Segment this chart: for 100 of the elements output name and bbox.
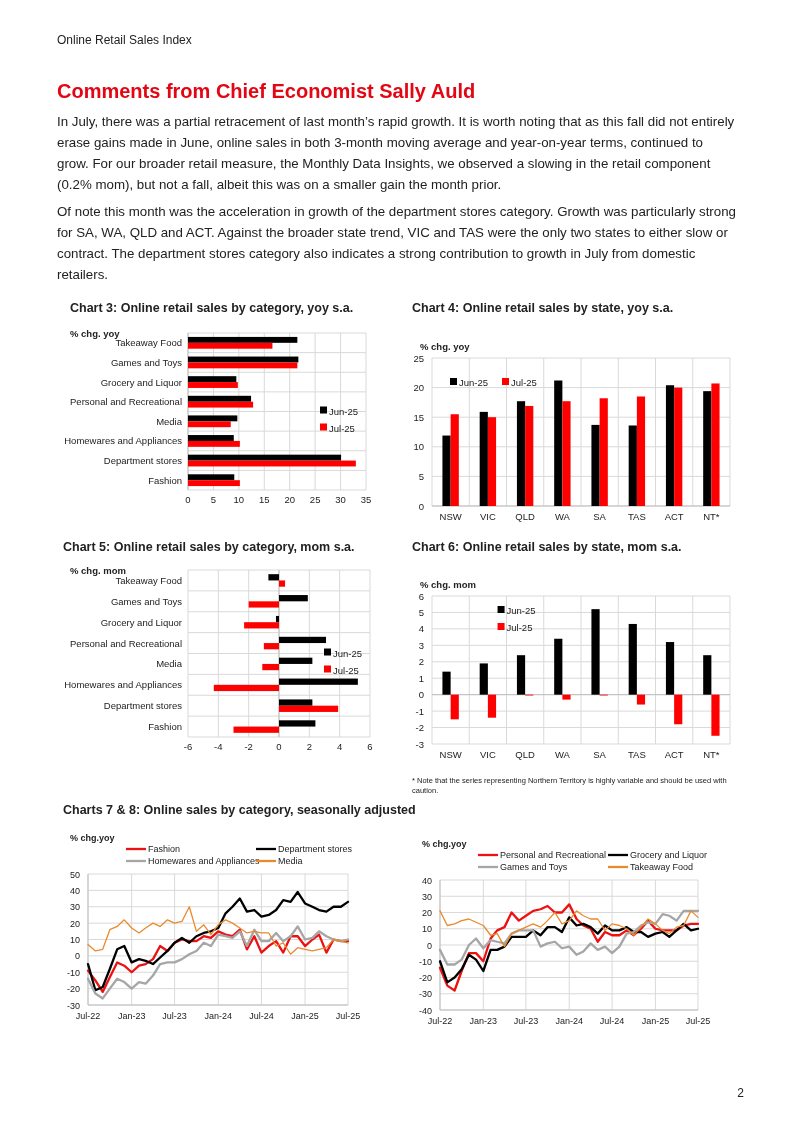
bar (674, 387, 683, 506)
bar (516, 655, 526, 695)
x-tick-label: NSW (439, 749, 462, 760)
y-tick-label: Grocery and Liquor (100, 376, 182, 388)
x-tick-label: Jan-23 (469, 1016, 498, 1026)
x-tick-label: TAS (627, 749, 646, 760)
bar (279, 720, 316, 727)
legend-label: Jul-25 (511, 377, 537, 388)
x-tick-label: 4 (337, 741, 343, 752)
legend-label: Personal and Recreational (500, 850, 607, 860)
bar (188, 415, 238, 422)
y-tick-label: Personal and Recreational (70, 637, 182, 649)
bar (711, 694, 720, 736)
y-tick-label: 5 (418, 470, 424, 482)
y-tick-label: Homewares and Appliances (64, 435, 183, 447)
bar (525, 405, 534, 506)
x-tick-label: 0 (276, 741, 282, 752)
x-tick-label: ACT (664, 749, 684, 760)
y-tick-label: 15 (413, 411, 424, 423)
x-tick-label: NT* (703, 511, 720, 522)
text: Comments from Chief Economist Sally Auld (57, 80, 476, 102)
x-tick-label: SA (593, 749, 607, 760)
x-tick-label: NT* (703, 749, 720, 760)
x-tick-label: Jan-24 (555, 1016, 583, 1026)
y-tick-label: 40 (421, 875, 432, 886)
bar (636, 396, 646, 506)
x-tick-label: Jul-23 (513, 1016, 539, 1026)
line-series (86, 890, 350, 992)
y-tick-label: 30 (421, 891, 432, 902)
x-tick-label: QLD (515, 749, 536, 760)
bar (275, 615, 279, 623)
legend-label: Grocery and Liquor (630, 850, 708, 860)
bar (703, 655, 712, 695)
legend-label: Games and Toys (500, 862, 568, 872)
bar (554, 638, 563, 695)
bar (188, 474, 235, 481)
bar (711, 383, 720, 506)
y-tick-label: -10 (66, 967, 80, 978)
bar (279, 657, 313, 664)
y-tick-label: -1 (415, 705, 424, 717)
x-tick-label: 35 (360, 494, 372, 505)
bar (233, 726, 279, 733)
y-tick-label: 3 (418, 639, 424, 651)
y-tick-label: 6 (418, 590, 424, 602)
bar (279, 595, 308, 602)
x-tick-label: Jul-25 (685, 1016, 711, 1026)
bar (487, 417, 497, 506)
y-axis-title: % chg. yoy (70, 328, 121, 339)
y-tick-label: 1 (418, 672, 424, 684)
bar (188, 382, 238, 388)
x-tick-label: SA (593, 511, 607, 522)
y-axis-title: % chg. mom (70, 565, 126, 576)
y-tick-label: 20 (421, 908, 432, 918)
x-tick-label: 0 (185, 494, 191, 505)
y-tick-label: -2 (415, 722, 424, 734)
x-tick-label: -6 (183, 741, 193, 752)
x-tick-label: TAS (627, 511, 646, 522)
x-tick-label: 5 (210, 494, 217, 505)
legend-label: Jul-25 (506, 622, 533, 633)
bar (674, 694, 683, 725)
y-tick-label: Grocery and Liquor (100, 616, 182, 628)
x-tick-label: 20 (284, 494, 295, 505)
line-series (438, 916, 700, 984)
bar (442, 671, 451, 695)
bar (591, 609, 600, 695)
y-tick-label: Media (156, 658, 183, 670)
x-tick-label: 30 (335, 494, 346, 505)
legend-label: Jul-25 (329, 422, 355, 434)
x-tick-label: WA (554, 511, 571, 522)
y-tick-label: 0 (418, 689, 424, 701)
bar (450, 414, 459, 506)
y-tick-label: 25 (413, 352, 424, 364)
y-tick-label: Games and Toys (110, 595, 183, 607)
bar (562, 401, 571, 506)
bar (188, 342, 273, 349)
x-tick-label: -2 (244, 741, 253, 752)
x-tick-label: Jan-25 (291, 1011, 319, 1021)
x-tick-label: WA (554, 749, 571, 760)
bar (244, 622, 279, 629)
bar (188, 480, 240, 487)
y-tick-label: 30 (69, 902, 80, 913)
x-tick-label: Jul-25 (335, 1011, 361, 1021)
bar (188, 401, 254, 408)
x-tick-label: Jul-22 (75, 1011, 101, 1021)
bar (636, 694, 646, 705)
bar (279, 580, 286, 587)
bar (591, 424, 600, 506)
bar (248, 601, 279, 608)
x-tick-label: 25 (309, 494, 321, 505)
y-tick-label: -30 (66, 1000, 80, 1011)
chart-title: Charts 7 & 8: Online sales by category, seasonally adjusted (63, 803, 416, 817)
bar (479, 663, 488, 695)
legend-label: Jun-25 (459, 377, 489, 388)
y-tick-label: 5 (418, 606, 424, 618)
bar (450, 694, 459, 720)
x-tick-label: Jan-24 (204, 1011, 232, 1021)
legend-label: Takeaway Food (630, 862, 694, 872)
y-tick-label: 20 (413, 382, 424, 394)
legend-label: Jun-25 (506, 605, 536, 616)
legend-label: Jun-25 (333, 647, 363, 659)
